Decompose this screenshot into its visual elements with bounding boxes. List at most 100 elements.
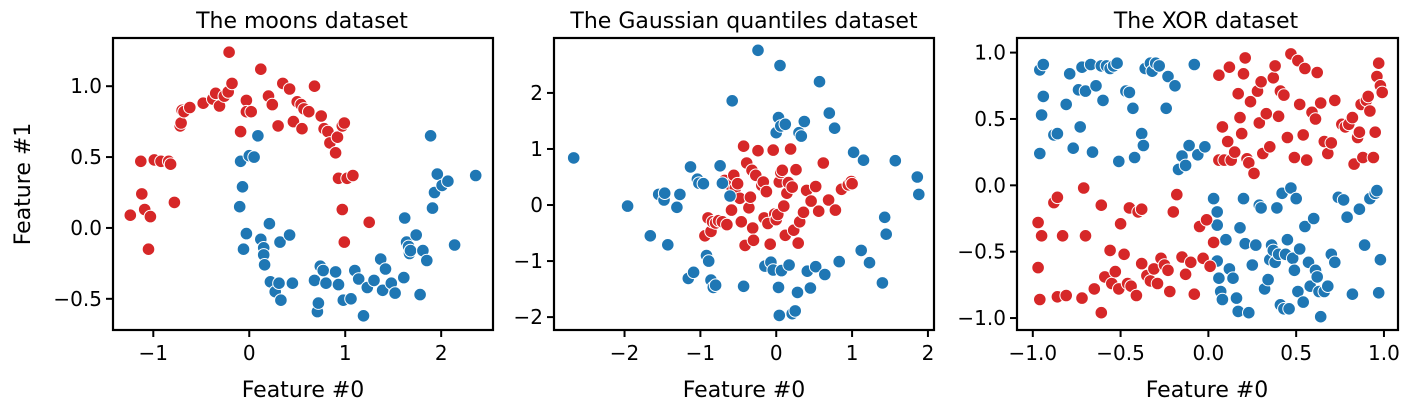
x-tick-label: −2 — [610, 341, 639, 365]
data-point-class-0 — [1292, 97, 1307, 112]
data-point-class-1 — [661, 238, 675, 252]
data-point-class-1 — [1206, 191, 1221, 206]
x-axis-label: Feature #0 — [1146, 378, 1269, 403]
data-point-class-1 — [409, 228, 424, 242]
data-point-class-1 — [423, 129, 438, 143]
x-tick-label: 0.5 — [1280, 341, 1312, 365]
data-point-class-1 — [397, 211, 412, 225]
data-point-class-0 — [1259, 106, 1274, 121]
data-point-class-1 — [912, 187, 926, 202]
data-point-class-0 — [123, 208, 138, 222]
data-point-class-1 — [1371, 286, 1386, 300]
data-point-class-0 — [163, 157, 178, 171]
data-point-class-1 — [247, 150, 261, 164]
x-tick-label: 2 — [435, 341, 448, 365]
data-point-class-1 — [425, 201, 440, 215]
data-point-class-0 — [337, 235, 352, 249]
data-point-class-1 — [1066, 141, 1080, 155]
data-point-class-1 — [670, 200, 684, 215]
data-point-class-1 — [566, 151, 581, 165]
data-point-class-1 — [888, 153, 903, 168]
data-point-class-1 — [1089, 79, 1103, 93]
data-point-class-0 — [821, 193, 836, 207]
plot-area — [566, 43, 926, 323]
data-point-class-1 — [875, 276, 890, 290]
data-point-class-0 — [808, 179, 823, 194]
data-point-class-1 — [307, 273, 322, 288]
y-tick-label: 2 — [530, 81, 543, 105]
data-point-class-1 — [771, 280, 786, 295]
data-point-class-0 — [1363, 104, 1377, 118]
x-tick-label: −0.5 — [1096, 341, 1145, 365]
data-point-class-1 — [274, 293, 288, 308]
data-point-class-0 — [1094, 305, 1109, 320]
data-point-class-1 — [708, 278, 723, 293]
data-point-class-1 — [1050, 126, 1065, 141]
data-point-class-1 — [1245, 258, 1260, 272]
data-point-class-1 — [673, 187, 687, 202]
data-point-class-0 — [1150, 276, 1165, 291]
data-point-class-0 — [346, 168, 360, 183]
data-point-class-0 — [1236, 67, 1251, 81]
chart-title: The XOR dataset — [1113, 9, 1299, 34]
data-point-class-1 — [1059, 97, 1073, 112]
data-point-class-1 — [1219, 232, 1233, 247]
data-point-class-0 — [766, 143, 781, 157]
data-point-class-0 — [1117, 247, 1131, 262]
data-point-class-1 — [1112, 154, 1126, 169]
data-point-class-1 — [1152, 59, 1166, 73]
data-point-class-1 — [803, 281, 818, 295]
data-point-class-0 — [1366, 150, 1381, 165]
data-point-class-0 — [1310, 65, 1324, 80]
data-point-class-0 — [1113, 217, 1128, 231]
data-point-class-1 — [316, 263, 331, 278]
data-point-class-1 — [1236, 191, 1251, 206]
data-point-class-0 — [282, 82, 297, 96]
data-point-class-0 — [745, 221, 760, 235]
data-point-class-1 — [378, 262, 393, 276]
data-point-class-0 — [1238, 51, 1252, 65]
data-point-class-1 — [1161, 69, 1175, 84]
data-point-class-1 — [257, 258, 272, 272]
data-point-class-0 — [1247, 166, 1261, 181]
data-point-class-0 — [222, 45, 236, 60]
data-point-class-0 — [135, 187, 149, 201]
data-point-class-0 — [1296, 128, 1310, 142]
data-point-class-1 — [686, 265, 701, 280]
data-point-class-0 — [253, 62, 268, 76]
data-point-class-1 — [725, 94, 740, 108]
data-point-class-1 — [375, 283, 390, 298]
y-tick-label: 1.0 — [70, 74, 102, 98]
data-point-class-0 — [791, 236, 806, 250]
data-point-class-1 — [232, 199, 247, 214]
data-point-class-1 — [331, 277, 346, 292]
data-point-class-0 — [1212, 68, 1226, 82]
data-point-class-0 — [307, 79, 322, 93]
chart-title: The Gaussian quantiles dataset — [569, 9, 918, 34]
data-point-class-0 — [1361, 89, 1375, 104]
data-point-class-0 — [141, 242, 156, 256]
data-point-class-0 — [1252, 116, 1267, 130]
data-point-class-0 — [1187, 287, 1202, 302]
data-point-class-0 — [1287, 150, 1302, 165]
data-point-class-1 — [1062, 67, 1077, 81]
data-point-class-0 — [734, 215, 749, 229]
y-axis-label: Feature #1 — [11, 123, 36, 246]
data-point-class-0 — [759, 184, 774, 199]
data-point-class-1 — [397, 270, 411, 285]
data-point-class-1 — [818, 267, 832, 282]
data-point-class-1 — [1033, 146, 1047, 161]
x-axis-label: Feature #0 — [242, 378, 365, 403]
x-tick-label: 1 — [846, 341, 859, 365]
data-point-class-1 — [441, 174, 455, 188]
data-point-class-1 — [1352, 202, 1367, 216]
data-point-class-1 — [696, 176, 711, 191]
data-point-class-1 — [910, 170, 925, 184]
x-ticks: −2 −1 0 1 2 — [610, 330, 934, 365]
data-point-class-0 — [1243, 94, 1258, 109]
data-point-class-0 — [167, 195, 182, 210]
data-point-class-1 — [1210, 218, 1224, 232]
y-tick-label: −2 — [514, 305, 543, 329]
data-point-class-1 — [413, 287, 427, 302]
data-point-class-0 — [1203, 259, 1217, 274]
